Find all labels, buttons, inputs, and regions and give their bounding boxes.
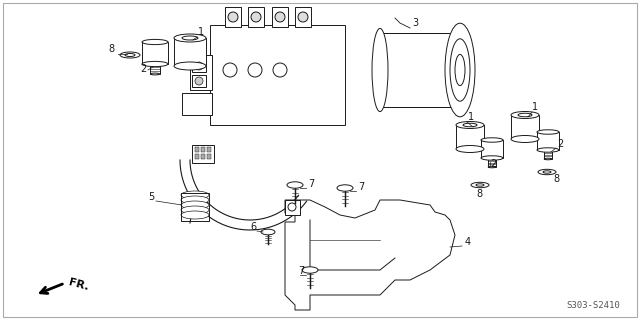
Text: 1: 1	[468, 112, 474, 122]
Bar	[195, 147, 199, 152]
Text: 8: 8	[108, 44, 114, 54]
Bar	[201, 154, 205, 159]
Bar	[142, 42, 168, 64]
Ellipse shape	[518, 113, 532, 117]
Circle shape	[195, 62, 203, 70]
Text: 3: 3	[412, 18, 418, 28]
Ellipse shape	[488, 166, 496, 168]
Bar	[511, 115, 539, 139]
Text: 2: 2	[140, 64, 147, 74]
Text: 7: 7	[308, 179, 314, 189]
Bar	[537, 132, 559, 150]
Bar	[181, 193, 209, 221]
Bar	[285, 200, 300, 215]
Text: 8: 8	[553, 174, 559, 184]
Ellipse shape	[481, 138, 503, 142]
Ellipse shape	[150, 73, 159, 75]
Circle shape	[273, 63, 287, 77]
Ellipse shape	[142, 39, 168, 44]
Bar	[192, 60, 206, 72]
Ellipse shape	[537, 148, 559, 152]
Ellipse shape	[445, 23, 475, 117]
Circle shape	[275, 12, 285, 22]
Ellipse shape	[125, 53, 135, 57]
Bar	[192, 145, 214, 163]
Ellipse shape	[181, 201, 209, 209]
Ellipse shape	[476, 184, 484, 186]
Ellipse shape	[182, 36, 198, 40]
Ellipse shape	[481, 156, 503, 160]
Ellipse shape	[174, 62, 206, 70]
Text: 1: 1	[198, 27, 204, 37]
Polygon shape	[285, 200, 455, 310]
Text: 6: 6	[250, 222, 256, 232]
Bar	[182, 93, 212, 115]
Circle shape	[251, 12, 261, 22]
Ellipse shape	[120, 52, 140, 58]
Bar	[295, 7, 311, 27]
Bar	[174, 38, 206, 66]
Bar	[272, 7, 288, 27]
Bar	[210, 25, 345, 125]
Ellipse shape	[471, 182, 489, 188]
Text: 1: 1	[532, 102, 538, 112]
Circle shape	[288, 203, 296, 211]
Bar	[544, 150, 552, 159]
Ellipse shape	[450, 39, 470, 101]
Ellipse shape	[261, 229, 275, 235]
Bar	[380, 33, 460, 107]
Circle shape	[228, 12, 238, 22]
Ellipse shape	[181, 196, 209, 204]
Ellipse shape	[543, 171, 551, 173]
Bar	[248, 7, 264, 27]
Ellipse shape	[463, 123, 477, 127]
Ellipse shape	[302, 267, 318, 273]
Ellipse shape	[174, 34, 206, 42]
Bar	[488, 158, 496, 167]
Ellipse shape	[511, 111, 539, 118]
Ellipse shape	[456, 146, 484, 153]
Text: S303-S2410: S303-S2410	[566, 301, 620, 310]
Ellipse shape	[511, 135, 539, 142]
Ellipse shape	[181, 211, 209, 219]
Text: 4: 4	[465, 237, 471, 247]
Ellipse shape	[455, 54, 465, 86]
Bar	[207, 154, 211, 159]
Circle shape	[223, 63, 237, 77]
Circle shape	[298, 12, 308, 22]
Bar	[207, 147, 211, 152]
Ellipse shape	[181, 206, 209, 214]
Text: FR.: FR.	[67, 277, 90, 292]
Text: 8: 8	[476, 189, 482, 199]
Bar	[456, 125, 484, 149]
Circle shape	[195, 77, 203, 85]
Ellipse shape	[544, 158, 552, 160]
Ellipse shape	[456, 122, 484, 129]
Ellipse shape	[287, 182, 303, 188]
Bar	[192, 75, 206, 87]
Ellipse shape	[372, 28, 388, 112]
Ellipse shape	[537, 130, 559, 134]
Ellipse shape	[538, 169, 556, 175]
Ellipse shape	[142, 61, 168, 67]
Bar	[195, 154, 199, 159]
Bar	[150, 64, 159, 74]
Ellipse shape	[337, 185, 353, 191]
Text: 7: 7	[298, 266, 304, 276]
Bar	[225, 7, 241, 27]
Circle shape	[248, 63, 262, 77]
Bar	[201, 147, 205, 152]
Bar	[190, 55, 212, 90]
Text: 7: 7	[358, 182, 364, 192]
Ellipse shape	[181, 191, 209, 199]
Bar	[481, 140, 503, 158]
Text: 2: 2	[490, 159, 496, 169]
Text: 5: 5	[148, 192, 154, 202]
Text: 2: 2	[557, 139, 563, 149]
